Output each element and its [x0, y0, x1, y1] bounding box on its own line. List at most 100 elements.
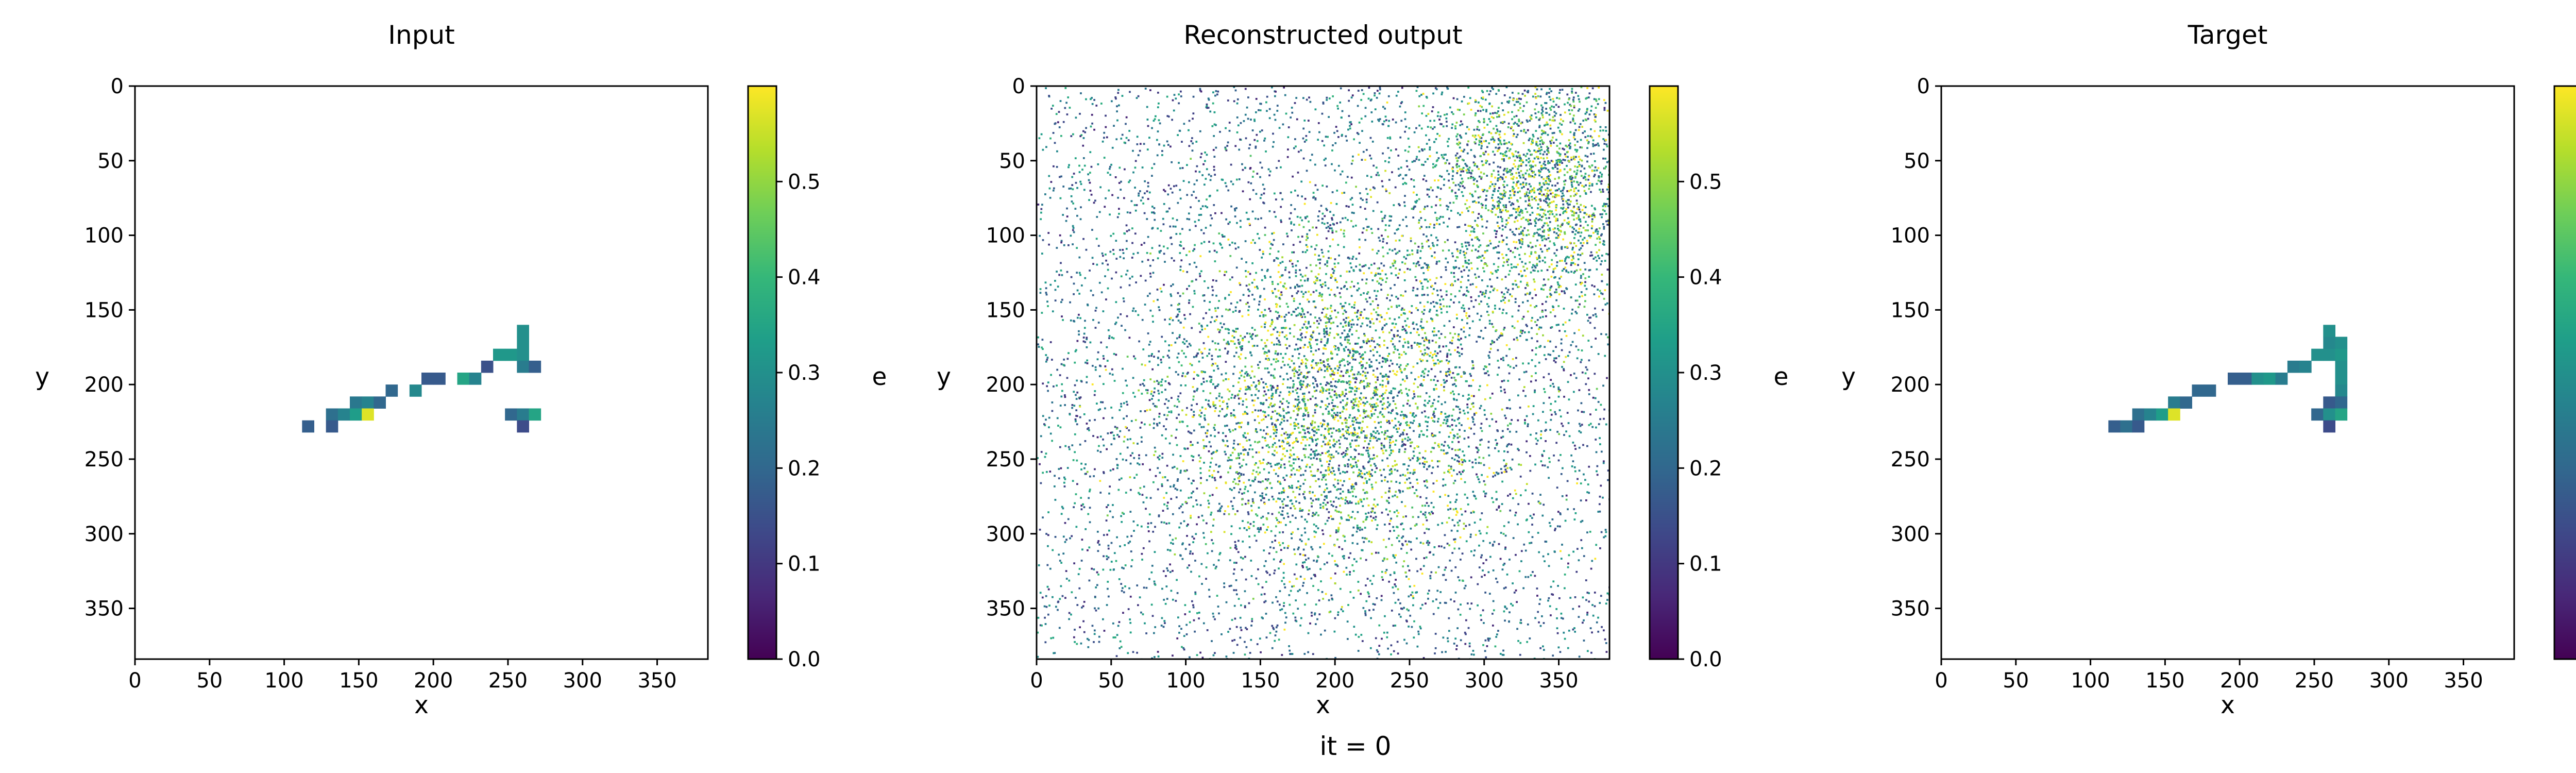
noise-point [1039, 292, 1042, 294]
noise-point [1408, 595, 1410, 598]
noise-point [1247, 288, 1249, 291]
noise-point [1422, 164, 1425, 166]
noise-point [1292, 175, 1294, 178]
noise-point [1544, 560, 1546, 562]
noise-point [1320, 425, 1323, 428]
noise-point [1567, 566, 1569, 568]
noise-point [1368, 460, 1370, 462]
noise-point [1178, 625, 1181, 628]
noise-point [1304, 291, 1307, 293]
noise-point [1340, 342, 1342, 345]
noise-point [1347, 604, 1349, 606]
noise-point [1173, 109, 1175, 112]
noise-point [1076, 340, 1079, 342]
noise-point [1440, 333, 1443, 335]
noise-point [1584, 479, 1586, 481]
noise-point [1399, 174, 1401, 176]
noise-point [1096, 571, 1098, 574]
noise-point [1098, 211, 1101, 213]
noise-point [1530, 542, 1533, 544]
noise-point [1405, 126, 1408, 128]
noise-point [1294, 285, 1296, 288]
noise-point [1344, 540, 1346, 542]
noise-point [1145, 586, 1148, 589]
noise-point [1378, 624, 1381, 627]
noise-point [1292, 431, 1294, 434]
noise-point [1308, 341, 1311, 344]
noise-point [1317, 215, 1319, 217]
noise-point [1309, 345, 1312, 347]
noise-point [1278, 439, 1280, 442]
noise-point [1367, 593, 1370, 595]
noise-point [1169, 145, 1172, 148]
noise-point [1332, 214, 1335, 216]
noise-point [1350, 485, 1353, 488]
noise-point [1317, 468, 1319, 471]
noise-point [1322, 598, 1325, 600]
noise-point [1200, 412, 1203, 414]
noise-point [1473, 413, 1476, 415]
noise-point [1178, 413, 1180, 416]
noise-point [1200, 229, 1202, 231]
noise-point [1234, 546, 1236, 549]
noise-point [1558, 330, 1561, 332]
noise-point [1528, 331, 1530, 333]
noise-point [1195, 499, 1197, 501]
noise-point [1262, 381, 1265, 383]
noise-point [1237, 246, 1240, 248]
noise-point [1588, 92, 1591, 95]
noise-point [1178, 631, 1180, 634]
noise-point [1594, 256, 1597, 259]
noise-point [1458, 579, 1461, 582]
noise-point [1317, 589, 1319, 591]
noise-point [1190, 206, 1192, 209]
noise-point [1284, 344, 1287, 346]
noise-point [1397, 297, 1399, 300]
noise-point [1578, 389, 1581, 391]
noise-point [1515, 511, 1517, 514]
noise-point [1411, 591, 1414, 594]
noise-point [1296, 578, 1298, 580]
noise-point [1389, 403, 1391, 406]
noise-point [1294, 287, 1296, 289]
heatmap-cell [421, 373, 434, 385]
noise-point [1279, 406, 1281, 409]
noise-point [1330, 594, 1333, 597]
noise-point [1337, 488, 1340, 491]
noise-point [1448, 179, 1450, 182]
noise-point [1056, 368, 1059, 371]
noise-point [1428, 341, 1431, 344]
noise-point [1071, 404, 1074, 406]
noise-point [1500, 300, 1502, 303]
noise-point [1326, 519, 1329, 522]
noise-point [1269, 276, 1272, 278]
noise-point [1482, 644, 1484, 646]
noise-point [1473, 554, 1475, 557]
noise-point [1123, 257, 1125, 260]
noise-point [1387, 513, 1389, 516]
noise-point [1421, 245, 1424, 248]
noise-point [1249, 224, 1251, 226]
noise-point [1430, 571, 1433, 574]
noise-point [1526, 234, 1528, 237]
noise-point [1369, 515, 1372, 518]
noise-point [1410, 345, 1413, 347]
noise-point [1369, 137, 1372, 139]
noise-point [1545, 541, 1548, 543]
noise-point [1349, 425, 1352, 427]
noise-point [1461, 513, 1463, 516]
noise-point [1481, 204, 1484, 206]
noise-point [1601, 626, 1603, 628]
noise-point [1066, 207, 1068, 210]
noise-point [1567, 102, 1569, 104]
noise-point [1381, 220, 1384, 222]
noise-point [1255, 428, 1257, 430]
noise-point [1546, 269, 1549, 271]
noise-point [1271, 423, 1273, 426]
noise-point [1503, 389, 1506, 391]
noise-point [1193, 248, 1196, 250]
noise-point [1449, 353, 1452, 356]
noise-point [1597, 616, 1599, 619]
noise-point [1129, 211, 1131, 214]
noise-point [1433, 388, 1435, 390]
